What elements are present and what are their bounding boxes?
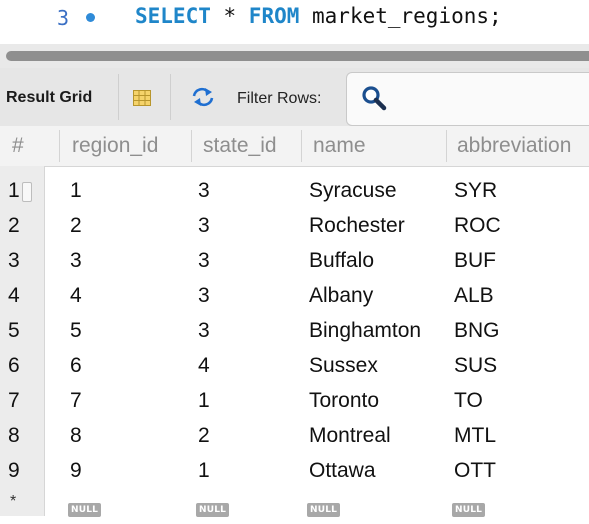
- cell-abbreviation[interactable]: MTL: [454, 424, 496, 447]
- cell-region-id[interactable]: 3: [70, 249, 82, 272]
- toolbar-divider: [118, 74, 119, 120]
- cell-region-id[interactable]: 4: [70, 284, 82, 307]
- cell-abbreviation[interactable]: TO: [454, 389, 483, 412]
- sql-table-name: market_regions;: [299, 4, 502, 28]
- column-header-name[interactable]: name: [313, 134, 366, 157]
- column-header-row-number[interactable]: #: [12, 134, 24, 157]
- row-number: 6: [8, 354, 20, 377]
- cell-name[interactable]: Toronto: [309, 389, 380, 412]
- cell-name[interactable]: Albany: [309, 284, 374, 307]
- filter-rows-label: Filter Rows:: [237, 90, 322, 107]
- toolbar-divider: [170, 74, 171, 120]
- cell-region-id[interactable]: 6: [70, 354, 82, 377]
- row-number: 4: [8, 284, 20, 307]
- cell-state-id[interactable]: 3: [198, 249, 210, 272]
- cell-state-id[interactable]: 3: [198, 179, 210, 202]
- sql-statement[interactable]: SELECT * FROM market_regions;: [135, 4, 502, 28]
- null-badge[interactable]: NULL: [68, 503, 102, 517]
- cell-abbreviation[interactable]: BNG: [454, 319, 500, 342]
- row-number: 5: [8, 319, 20, 342]
- table-row[interactable]: 3 3 3 Buffalo BUF: [0, 244, 589, 279]
- null-badge[interactable]: NULL: [452, 503, 486, 517]
- cell-name[interactable]: Ottawa: [309, 459, 376, 482]
- column-header-abbreviation[interactable]: abbreviation: [457, 134, 572, 157]
- table-row[interactable]: 7 7 1 Toronto TO: [0, 384, 589, 419]
- cell-abbreviation[interactable]: ALB: [454, 284, 494, 307]
- cell-region-id[interactable]: 1: [70, 179, 82, 202]
- cell-name[interactable]: Rochester: [309, 214, 405, 237]
- table-row[interactable]: 9 9 1 Ottawa OTT: [0, 454, 589, 489]
- table-row[interactable]: 6 6 4 Sussex SUS: [0, 349, 589, 384]
- result-grid: # region_id state_id name abbreviation 1…: [0, 126, 589, 517]
- sql-editor[interactable]: 3 SELECT * FROM market_regions;: [0, 0, 589, 40]
- row-number: 9: [8, 459, 20, 482]
- cell-abbreviation[interactable]: ROC: [454, 214, 501, 237]
- line-number: 3: [57, 6, 70, 30]
- filter-rows-input[interactable]: [346, 72, 589, 126]
- cell-name[interactable]: Buffalo: [309, 249, 374, 272]
- current-row-indicator-icon: [22, 182, 32, 202]
- row-number: 2: [8, 214, 20, 237]
- column-divider[interactable]: [301, 130, 302, 162]
- table-row[interactable]: 2 2 3 Rochester ROC: [0, 209, 589, 244]
- table-row[interactable]: 5 5 3 Binghamton BNG: [0, 314, 589, 349]
- table-row[interactable]: 4 4 3 Albany ALB: [0, 279, 589, 314]
- sql-keyword-select: SELECT: [135, 4, 211, 28]
- null-badge[interactable]: NULL: [307, 503, 341, 517]
- row-number-column: [0, 166, 45, 516]
- grid-header: # region_id state_id name abbreviation: [0, 126, 589, 167]
- cell-name[interactable]: Sussex: [309, 354, 378, 377]
- column-header-state-id[interactable]: state_id: [203, 134, 277, 157]
- cell-abbreviation[interactable]: SYR: [454, 179, 498, 202]
- result-grid-tab[interactable]: Result Grid: [6, 89, 93, 106]
- cell-abbreviation[interactable]: SUS: [454, 354, 498, 377]
- cell-state-id[interactable]: 1: [198, 459, 210, 482]
- search-icon: [361, 85, 387, 111]
- grid-icon[interactable]: [133, 90, 151, 106]
- cell-region-id[interactable]: 5: [70, 319, 82, 342]
- scrollbar-thumb[interactable]: [6, 51, 589, 61]
- cell-abbreviation[interactable]: BUF: [454, 249, 496, 272]
- new-row[interactable]: * NULL NULL NULL NULL: [0, 489, 589, 524]
- null-badge[interactable]: NULL: [196, 503, 230, 517]
- new-row-marker: *: [10, 493, 17, 510]
- cell-state-id[interactable]: 3: [198, 214, 210, 237]
- row-number: 1: [8, 179, 20, 202]
- row-number: 7: [8, 389, 20, 412]
- cell-name[interactable]: Montreal: [309, 424, 391, 447]
- column-divider[interactable]: [191, 130, 192, 162]
- refresh-icon[interactable]: [191, 87, 215, 113]
- row-number: 3: [8, 249, 20, 272]
- cell-state-id[interactable]: 2: [198, 424, 210, 447]
- result-toolbar: Result Grid Filter Rows:: [0, 68, 589, 127]
- cell-region-id[interactable]: 8: [70, 424, 82, 447]
- column-divider[interactable]: [446, 130, 447, 162]
- column-divider[interactable]: [59, 130, 60, 162]
- cell-state-id[interactable]: 1: [198, 389, 210, 412]
- row-number: 8: [8, 424, 20, 447]
- sql-star: *: [210, 4, 249, 28]
- cell-region-id[interactable]: 2: [70, 214, 82, 237]
- sql-keyword-from: FROM: [248, 4, 300, 28]
- column-header-region-id[interactable]: region_id: [72, 134, 159, 157]
- editor-horizontal-scrollbar[interactable]: [0, 44, 589, 68]
- table-row[interactable]: 1 1 3 Syracuse SYR: [0, 174, 589, 209]
- cell-abbreviation[interactable]: OTT: [454, 459, 496, 482]
- cell-state-id[interactable]: 3: [198, 319, 210, 342]
- table-row[interactable]: 8 8 2 Montreal MTL: [0, 419, 589, 454]
- cell-state-id[interactable]: 3: [198, 284, 210, 307]
- statement-marker-icon: [86, 13, 95, 22]
- cell-name[interactable]: Binghamton: [309, 319, 422, 342]
- cell-state-id[interactable]: 4: [198, 354, 210, 377]
- cell-region-id[interactable]: 9: [70, 459, 82, 482]
- cell-region-id[interactable]: 7: [70, 389, 82, 412]
- cell-name[interactable]: Syracuse: [309, 179, 397, 202]
